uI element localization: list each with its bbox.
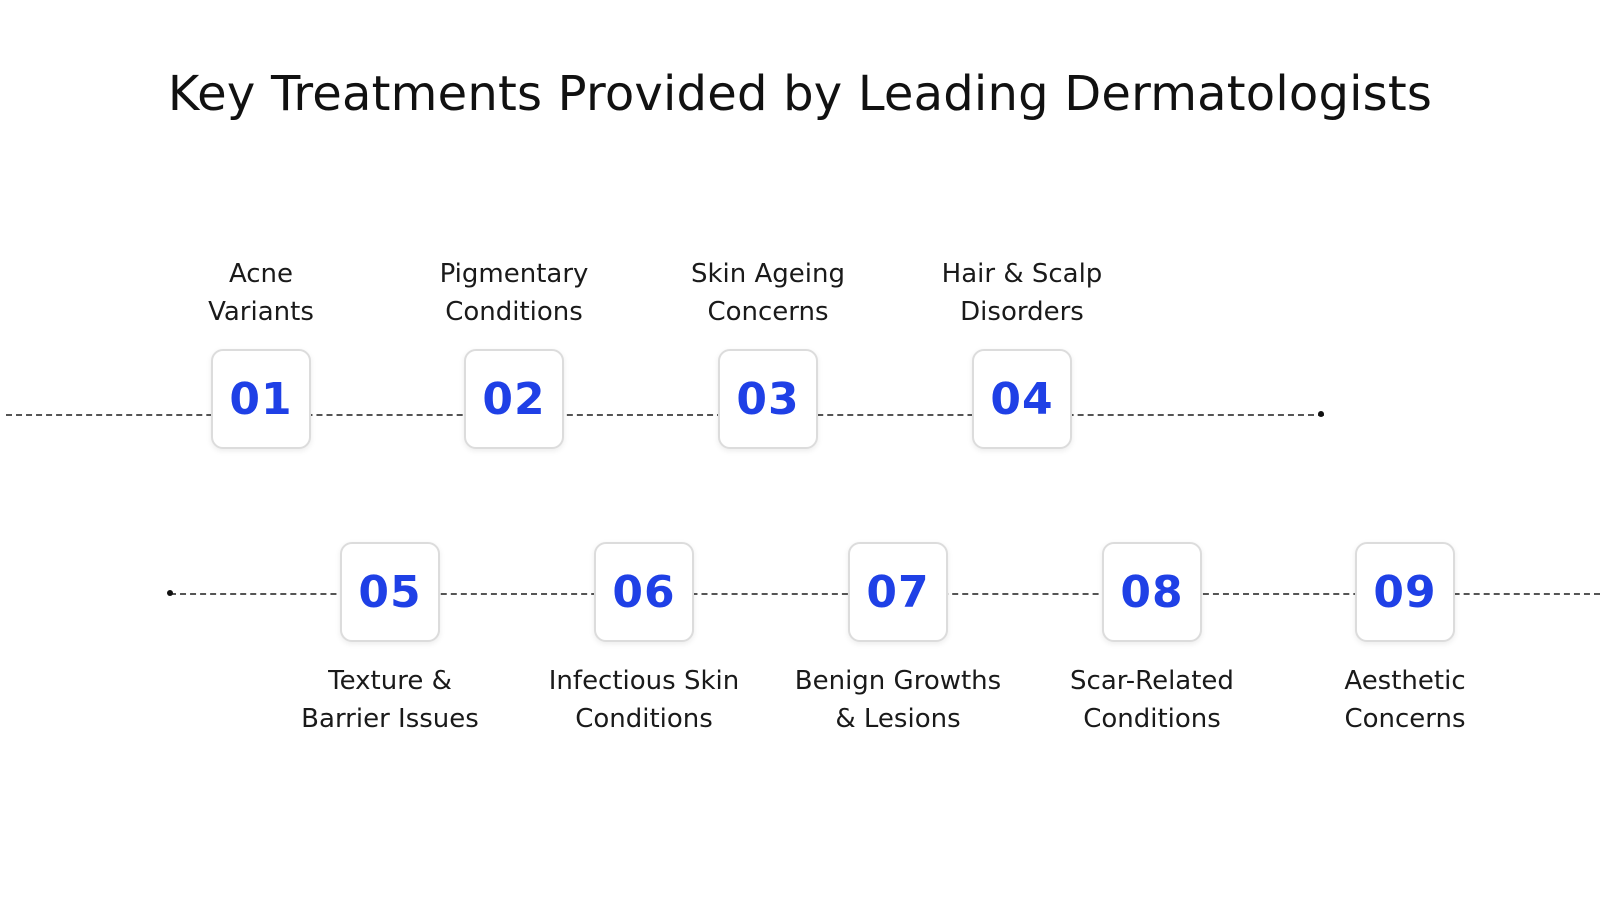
step-02-box: 02 — [464, 349, 564, 449]
step-07-label: Benign Growths & Lesions — [778, 662, 1018, 738]
step-01-number: 01 — [229, 373, 293, 425]
step-01-label-line-1: Acne — [228, 259, 294, 289]
step-06-box: 06 — [594, 542, 694, 642]
step-07-box: 07 — [848, 542, 948, 642]
step-05-label: Texture & Barrier Issues — [270, 662, 510, 738]
step-03: Skin Ageing Concerns 03 — [648, 255, 888, 449]
step-07-label-line-1: Benign Growths — [794, 666, 1002, 696]
step-08-label-line-1: Scar-Related — [1070, 666, 1234, 696]
step-06-label: Infectious Skin Conditions — [524, 662, 764, 738]
step-04-number: 04 — [990, 373, 1054, 425]
step-09: 09 Aesthetic Concerns — [1285, 542, 1525, 738]
step-03-number: 03 — [736, 373, 800, 425]
step-02-number: 02 — [482, 373, 546, 425]
step-01-box: 01 — [211, 349, 311, 449]
step-06-label-line-1: Infectious Skin — [548, 666, 740, 696]
timeline-row-2-start-dot — [167, 590, 173, 596]
step-02: Pigmentary Conditions 02 — [394, 255, 634, 449]
step-02-label-line-1: Pigmentary — [439, 259, 589, 289]
step-09-box: 09 — [1355, 542, 1455, 642]
timeline-row-1-end-dot — [1318, 411, 1324, 417]
step-05-number: 05 — [358, 566, 422, 618]
step-05-box: 05 — [340, 542, 440, 642]
step-06: 06 Infectious Skin Conditions — [524, 542, 764, 738]
step-04-label: Hair & Scalp Disorders — [902, 255, 1142, 331]
step-03-label-line-2: Concerns — [707, 297, 829, 327]
step-01-label: Acne Variants — [141, 255, 381, 331]
step-05-label-line-1: Texture & — [328, 666, 452, 696]
step-04-label-line-2: Disorders — [960, 297, 1084, 327]
step-08-label: Scar-Related Conditions — [1032, 662, 1272, 738]
step-05-label-line-2: Barrier Issues — [301, 704, 479, 734]
step-01: Acne Variants 01 — [141, 255, 381, 449]
step-08-number: 08 — [1120, 566, 1184, 618]
step-09-number: 09 — [1373, 566, 1437, 618]
step-09-label-line-1: Aesthetic — [1344, 666, 1466, 696]
page-title: Key Treatments Provided by Leading Derma… — [167, 66, 1433, 122]
step-08: 08 Scar-Related Conditions — [1032, 542, 1272, 738]
step-07: 07 Benign Growths & Lesions — [778, 542, 1018, 738]
step-08-label-line-2: Conditions — [1083, 704, 1221, 734]
step-07-number: 07 — [866, 566, 930, 618]
step-05: 05 Texture & Barrier Issues — [270, 542, 510, 738]
step-06-label-line-2: Conditions — [575, 704, 713, 734]
step-09-label: Aesthetic Concerns — [1285, 662, 1525, 738]
step-02-label: Pigmentary Conditions — [394, 255, 634, 331]
step-03-label: Skin Ageing Concerns — [648, 255, 888, 331]
timeline-row-1-dashed-line — [6, 414, 1324, 416]
step-04-label-line-1: Hair & Scalp — [941, 259, 1103, 289]
step-04: Hair & Scalp Disorders 04 — [902, 255, 1142, 449]
step-09-label-line-2: Concerns — [1344, 704, 1466, 734]
step-04-box: 04 — [972, 349, 1072, 449]
step-02-label-line-2: Conditions — [445, 297, 583, 327]
step-08-box: 08 — [1102, 542, 1202, 642]
step-01-label-line-2: Variants — [208, 297, 314, 327]
step-06-number: 06 — [612, 566, 676, 618]
step-03-box: 03 — [718, 349, 818, 449]
step-07-label-line-2: & Lesions — [835, 704, 961, 734]
step-03-label-line-1: Skin Ageing — [690, 259, 846, 289]
